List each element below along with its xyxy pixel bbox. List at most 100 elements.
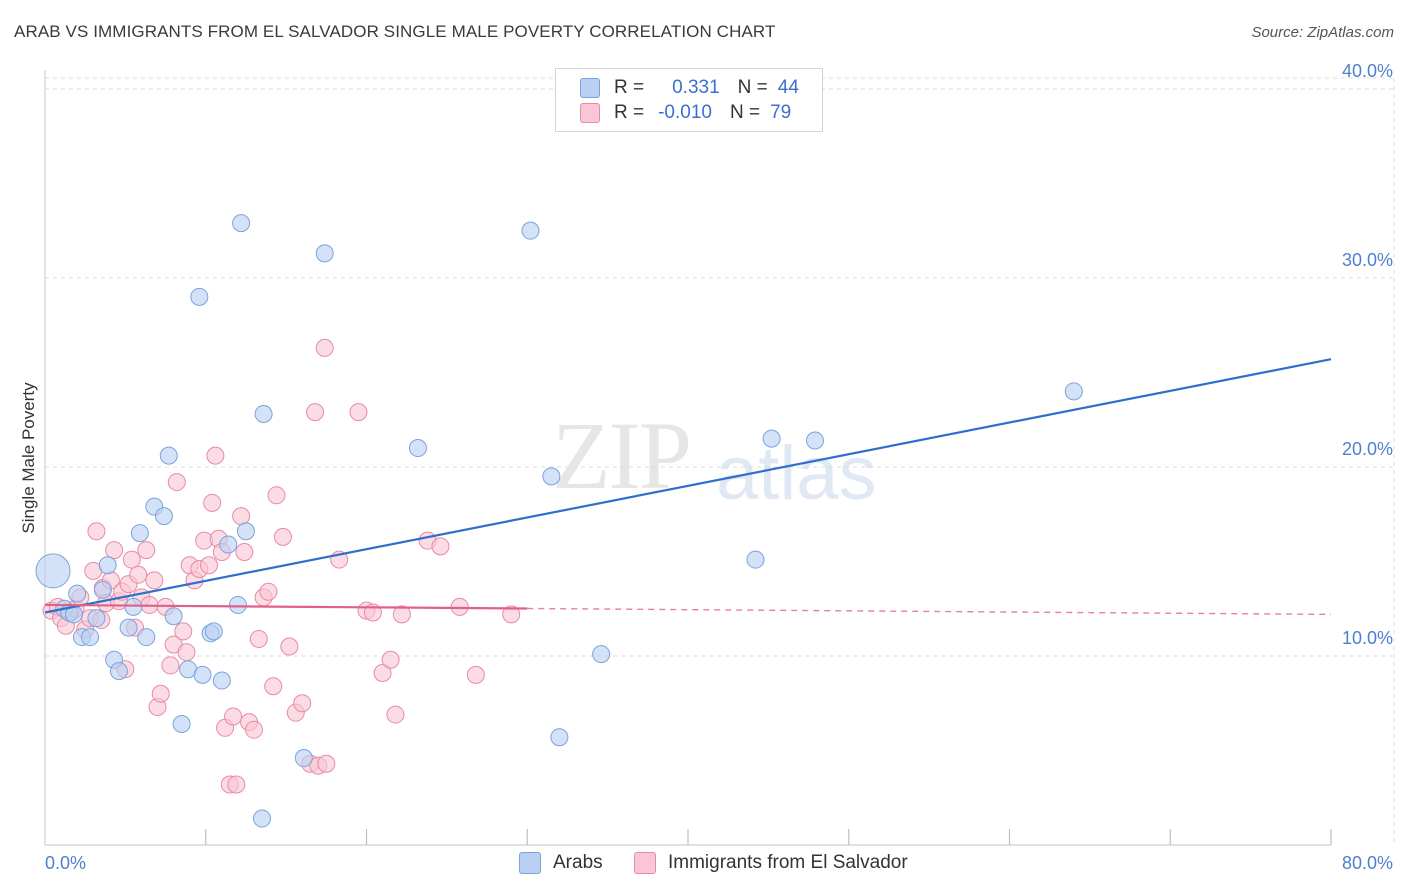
stats-legend-row-arabs: R = 0.331 N = 44 [580, 76, 799, 100]
arabs-point [204, 622, 223, 641]
salvador-point [145, 571, 164, 590]
n-value: 79 [770, 102, 792, 123]
axes [44, 70, 1331, 846]
arabs-point [81, 628, 100, 647]
salvador-point [199, 556, 218, 575]
arabs-point [154, 507, 173, 526]
salvador-point [129, 565, 148, 584]
salvador-point [273, 527, 292, 546]
data-points [35, 214, 1083, 828]
trend-lines [44, 358, 1332, 616]
arabs-point [68, 584, 87, 603]
chart-title: ARAB VS IMMIGRANTS FROM EL SALVADOR SING… [14, 22, 776, 41]
y-tick-label: 40.0% [1342, 61, 1393, 81]
stats-legend: R = 0.331 N = 44 R = -0.010 N = 79 [555, 68, 823, 132]
arabs-point [253, 809, 272, 828]
salvador-point [386, 705, 405, 724]
salvador-point [381, 650, 400, 669]
salvador-point [224, 707, 243, 726]
salvador-point [235, 543, 254, 562]
salvador-point [87, 522, 106, 541]
salvador-point [232, 507, 251, 526]
salvador-point [244, 720, 263, 739]
salvador-point [259, 582, 278, 601]
salvador-point [167, 473, 186, 492]
arabs-point [130, 524, 149, 543]
salvador-point [206, 446, 225, 465]
arabs-swatch-icon [580, 78, 600, 98]
arabs-trend-line [44, 358, 1332, 614]
arabs-point [172, 715, 191, 734]
arabs-point [219, 535, 238, 554]
salvador-point [177, 643, 196, 662]
arabs-point [190, 287, 209, 306]
salvador-point [151, 684, 170, 703]
arabs-point [542, 467, 561, 486]
r-value: 0.331 [672, 77, 720, 98]
arabs-point [805, 431, 824, 450]
salvador-point [174, 622, 193, 641]
salvador-point [373, 663, 392, 682]
r-value: -0.010 [658, 102, 712, 123]
arabs-point [109, 662, 128, 681]
arabs-point [315, 244, 334, 263]
arabs-point [236, 522, 255, 541]
r-label: R = [614, 102, 645, 123]
arabs-point [87, 609, 106, 628]
salvador-point [306, 403, 325, 422]
arabs-point [1064, 382, 1083, 401]
watermark-atlas: atlas [716, 431, 877, 516]
salvador-point [122, 550, 141, 569]
x-tick-label-max: 80.0% [1342, 853, 1393, 873]
arabs-point [762, 429, 781, 448]
legend-label-arabs: Arabs [553, 852, 603, 873]
arabs-point [98, 556, 117, 575]
arabs-point [592, 645, 611, 664]
legend-item-salvador[interactable]: Immigrants from El Salvador [634, 852, 908, 874]
salvador-point [264, 677, 283, 696]
salvador-point [137, 541, 156, 560]
salvador-point [249, 629, 268, 648]
y-tick-label: 30.0% [1342, 250, 1393, 270]
y-tick-label: 10.0% [1342, 628, 1393, 648]
arabs-point [212, 671, 231, 690]
salvador-point [466, 665, 485, 684]
salvador-point [431, 537, 450, 556]
salvador-point [267, 486, 286, 505]
salvador-point [203, 493, 222, 512]
r-label: R = [614, 77, 645, 98]
salvador-trend-line [44, 603, 528, 610]
arabs-point [746, 550, 765, 569]
arabs-point [124, 597, 143, 616]
salvador-legend-swatch-icon [634, 852, 656, 874]
salvador-trend-line-dashed [527, 607, 1332, 616]
salvador-point [392, 605, 411, 624]
x-tick-label-min: 0.0% [45, 853, 86, 873]
y-axis-label: Single Male Poverty [19, 382, 38, 534]
source-label: Source: ZipAtlas.com [1251, 24, 1394, 41]
arabs-point [137, 628, 156, 647]
legend-item-arabs[interactable]: Arabs [519, 852, 603, 874]
salvador-point [315, 338, 334, 357]
salvador-point [450, 597, 469, 616]
arabs-point [232, 214, 251, 233]
y-tick-labels: 10.0% 20.0% 30.0% 40.0% [1342, 61, 1393, 648]
arabs-point [521, 221, 540, 240]
salvador-point [293, 694, 312, 713]
arabs-point [164, 607, 183, 626]
salvador-swatch-icon [580, 103, 600, 123]
n-label: N = [729, 102, 761, 123]
salvador-point [105, 541, 124, 560]
arabs-point [294, 749, 313, 768]
arabs-point [159, 446, 178, 465]
arabs-point [193, 665, 212, 684]
x-ticks [205, 829, 1332, 845]
arabs-point [93, 580, 112, 599]
arabs-point [35, 553, 71, 589]
salvador-point [317, 754, 336, 773]
n-value: 44 [777, 77, 799, 98]
salvador-point [161, 656, 180, 675]
n-label: N = [737, 77, 768, 98]
salvador-point [502, 605, 521, 624]
